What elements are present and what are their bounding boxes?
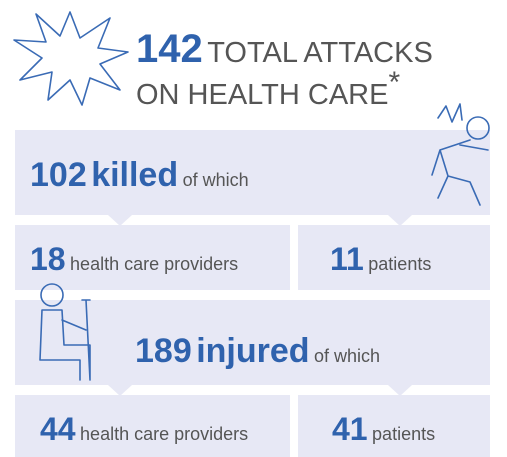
pointer: [388, 215, 412, 226]
label: patients: [368, 254, 431, 274]
title-text: TOTAL ATTACKS: [207, 37, 433, 69]
killed-providers: 18 health care providers: [30, 241, 238, 277]
number: 18: [30, 241, 66, 277]
title-text: ON HEALTH CARE: [136, 79, 388, 111]
starburst-icon: [13, 11, 129, 106]
injured-line: 189 injured of which: [135, 332, 380, 370]
killed-box: [15, 130, 490, 215]
box: [298, 395, 490, 457]
footnote-mark: *: [388, 66, 400, 99]
number: 41: [332, 411, 368, 447]
injured-word: injured: [196, 332, 309, 370]
label: patients: [372, 424, 435, 444]
injured-patients: 41 patients: [332, 411, 435, 447]
title-line-1: 142 TOTAL ATTACKS: [136, 27, 433, 71]
killed-word: killed: [91, 156, 178, 194]
injured-box: [15, 300, 490, 385]
box: [15, 225, 290, 290]
number: 11: [330, 241, 364, 277]
killed-patients: 11 patients: [330, 241, 431, 277]
title-line-2: ON HEALTH CARE*: [136, 66, 400, 111]
killed-line: 102 killed of which: [30, 156, 249, 194]
total-number: 142: [136, 27, 203, 71]
label: health care providers: [70, 254, 238, 274]
pointer: [108, 385, 132, 396]
killed-number: 102: [30, 156, 87, 194]
number: 44: [40, 411, 76, 447]
injured-number: 189: [135, 332, 192, 370]
falling-person-icon: [431, 103, 490, 206]
suffix: of which: [183, 170, 249, 190]
suffix: of which: [314, 346, 380, 366]
crutch-person-icon: [39, 283, 91, 381]
box: [15, 395, 290, 457]
injured-providers: 44 health care providers: [40, 411, 248, 447]
label: health care providers: [80, 424, 248, 444]
pointer: [108, 215, 132, 226]
box: [298, 225, 490, 290]
pointer: [388, 385, 412, 396]
